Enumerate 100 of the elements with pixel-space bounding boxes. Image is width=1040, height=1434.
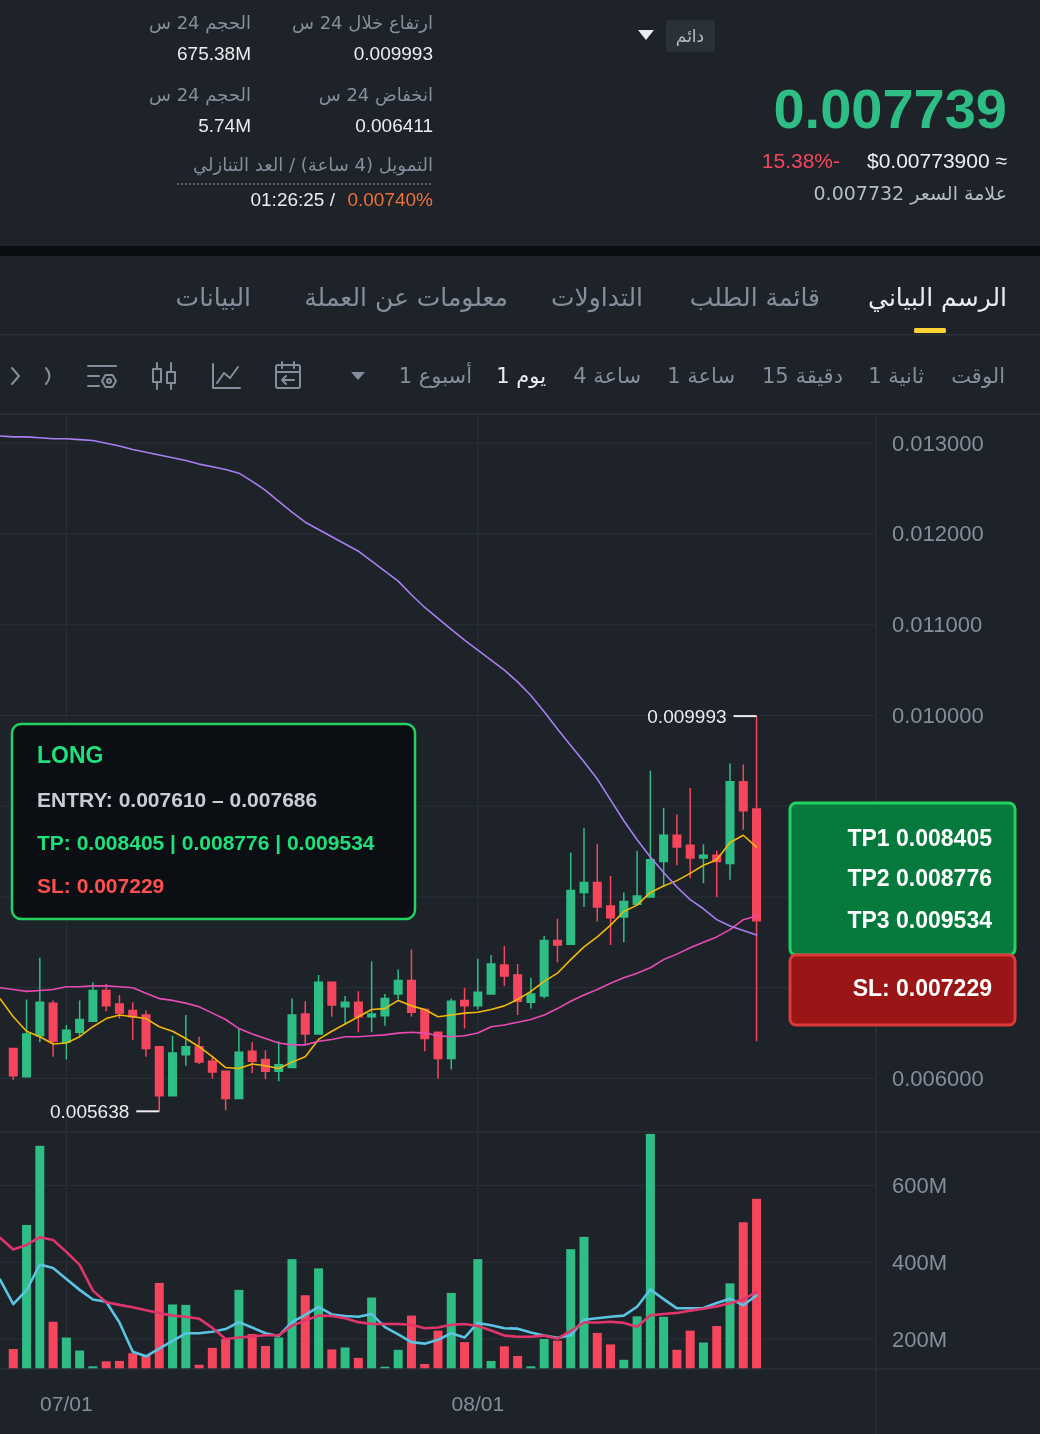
candlestick [168,1035,178,1097]
candlestick [526,976,536,1010]
text: 1 ثانية [868,364,925,388]
annotation: TP: 0.008405 | 0.008776 | 0.009534 [37,830,375,854]
candlestick [207,1055,217,1080]
candlestick [433,1031,443,1080]
text: قائمة الطلب [689,282,820,312]
candlestick [300,1000,310,1045]
candlestick [592,843,602,923]
candlestick [619,891,629,944]
candlestick [513,963,523,1016]
text: ارتفاع خلال 24 س [291,11,433,34]
candlestick [114,994,124,1020]
candlestick [88,981,98,1023]
text: 1 يوم [496,364,547,388]
candlestick [460,986,470,1030]
y-tick-label: 0.010000 [892,702,984,728]
y-tick-label: 600M [892,1172,948,1198]
line-series [0,1235,758,1341]
y-tick-label: 200M [892,1326,948,1352]
x-tick-label: 08/01 [451,1391,505,1415]
candlestick [61,1024,71,1061]
text: البيانات [175,282,251,312]
candlestick [194,1035,204,1065]
line-series [0,1263,758,1358]
candlestick [154,1045,164,1113]
annotation: TP2 0.008776 [847,865,992,891]
candlestick [725,762,735,881]
candlestick [221,1070,231,1111]
candlestick [327,981,337,1018]
candlestick [499,945,509,987]
candlestick [181,1014,191,1067]
candlestick [738,763,748,831]
candlestick [48,999,58,1058]
candlestick [606,875,616,946]
y-tick-label: 0.012000 [892,521,984,547]
candlestick [632,849,642,905]
candlestick [659,807,669,888]
candlestick [539,935,549,1000]
text: الحجم 24 س [148,83,251,106]
line-series [0,435,758,936]
candlestick [234,1027,244,1100]
line-series [0,915,758,1046]
annotation: 0.009993 [647,705,727,727]
candlestick [579,827,589,908]
text: دائم [675,26,705,47]
candlestick [752,715,762,1042]
text: 0.00740% [347,188,434,210]
candlestick [380,993,390,1027]
text: التمويل (4 ساعة) / العد التنازلي [192,153,433,176]
text: انخفاض 24 س [318,83,433,106]
annotation: TP1 0.008405 [847,825,993,851]
text: 675.38M [177,42,251,64]
annotation: 0.005638 [50,1100,130,1122]
candlestick [247,1041,257,1074]
text: علامة السعر 0.007732 [813,182,1007,205]
candlestick [101,983,111,1013]
candlestick [353,990,363,1033]
x-tick-label: 07/01 [40,1391,93,1415]
line-series [0,834,758,1070]
candlestick [340,995,350,1025]
candlestick [446,997,456,1071]
text: التداولات [550,282,643,313]
candlestick [128,1001,138,1042]
candlestick [486,954,496,995]
candlestick [552,917,562,964]
text: $0.00773900 ≈ [867,148,1007,172]
y-tick-label: 400M [892,1249,948,1275]
candlestick [566,851,576,946]
candlestick [420,1008,430,1052]
text: 15 دقيقة [761,364,843,388]
text: 0.006411 [355,114,433,136]
text: 5.74M [198,114,251,136]
candlestick [672,813,682,866]
text: 15.38%- [761,148,840,172]
candlestick [685,787,695,879]
annotation: ENTRY: 0.007610 – 0.007686 [37,787,318,811]
text: 01:26:25 / [250,188,336,210]
candlestick [75,999,85,1038]
text: الرسم البياني [868,282,1007,313]
candlestick [645,770,655,898]
annotation: LONG [37,742,104,768]
y-tick-label: 0.013000 [892,430,984,456]
text: 1 ساعة [667,364,735,388]
annotation: SL: 0.007229 [852,975,992,1001]
candlestick [698,843,708,885]
candlestick [406,948,416,1018]
y-tick-label: 0.006000 [892,1065,984,1091]
candlestick [393,968,403,1001]
candlestick [367,960,377,1033]
candlestick [22,998,32,1078]
text: الوقت [951,364,1005,388]
text: 0.009993 [353,42,433,64]
y-tick-label: 0.011000 [892,612,983,638]
candlestick [287,997,297,1069]
annotation: TP3 0.009534 [847,907,993,933]
candlestick [141,1009,151,1058]
candlestick [314,974,324,1035]
candlestick [473,957,483,1011]
text: الحجم 24 س [148,11,251,34]
